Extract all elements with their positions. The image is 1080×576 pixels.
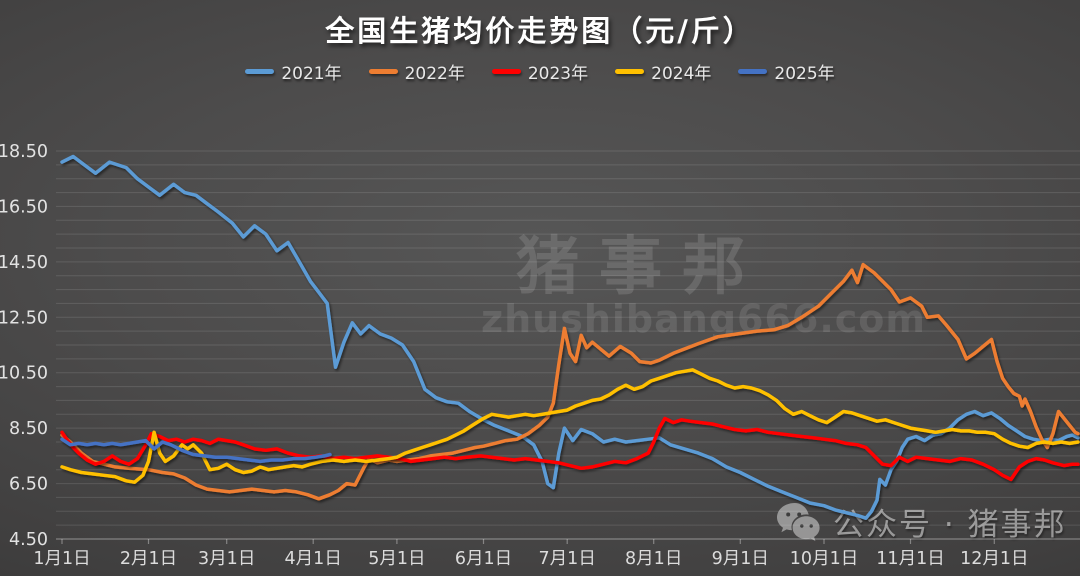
chart-title: 全国生猪均价走势图（元/斤）: [325, 14, 755, 48]
x-axis-label: 6月1日: [455, 549, 512, 569]
wechat-icon: [777, 502, 820, 541]
legend-item-2024年: 2024年: [615, 59, 711, 84]
legend-swatch-2023年: [491, 69, 521, 74]
legend-label-2021年: 2021年: [281, 64, 342, 84]
legend-item-2025年: 2025年: [738, 59, 835, 84]
x-axis-label: 9月1日: [712, 549, 769, 569]
y-axis-label: 6.50: [9, 475, 48, 495]
y-axis-label: 4.50: [9, 530, 48, 550]
legend-swatch-2025年: [738, 69, 768, 74]
y-axis-label: 8.50: [9, 419, 48, 439]
x-axis-label: 7月1日: [539, 549, 596, 569]
x-axis-label: 3月1日: [198, 549, 255, 569]
series-line-2022年: [60, 262, 1080, 501]
y-axis-label: 14.50: [0, 253, 48, 273]
series-line-2024年: [60, 368, 1080, 484]
x-axis-label: 2月1日: [120, 549, 177, 569]
y-axis-label: 16.50: [0, 197, 48, 217]
y-axis-label: 18.50: [0, 142, 48, 162]
legend-label-2022年: 2022年: [404, 64, 465, 84]
x-axis-label: 4月1日: [285, 549, 342, 569]
legend-label-2023年: 2023年: [527, 64, 589, 84]
legend: 2021年 2022年 2023年 2024年 2025年: [0, 59, 1080, 84]
legend-swatch-2022年: [368, 69, 398, 74]
watermark-site: zhushibang666.com: [481, 297, 927, 341]
x-axis-label: 5月1日: [368, 549, 425, 569]
legend-item-2021年: 2021年: [245, 59, 342, 84]
x-axis-label: 10月1日: [790, 549, 858, 569]
legend-label-2025年: 2025年: [774, 64, 835, 84]
x-axis-label: 1月1日: [33, 549, 90, 569]
x-axis-label: 12月1日: [960, 549, 1028, 569]
x-axis-label: 11月1日: [876, 549, 944, 569]
y-axis-label: 10.50: [0, 364, 48, 384]
legend-swatch-2024年: [615, 69, 645, 74]
legend-label-2024年: 2024年: [651, 64, 712, 84]
x-axis-label: 8月1日: [625, 549, 682, 569]
series-line-2025年: [60, 437, 332, 464]
series-line-2023年: [60, 416, 1080, 482]
legend-swatch-2021年: [245, 69, 275, 74]
watermark-brand: 猪事邦: [516, 230, 765, 303]
legend-item-2022年: 2022年: [368, 59, 465, 84]
legend-item-2023年: 2023年: [491, 59, 589, 84]
y-axis-label: 12.50: [0, 308, 48, 328]
